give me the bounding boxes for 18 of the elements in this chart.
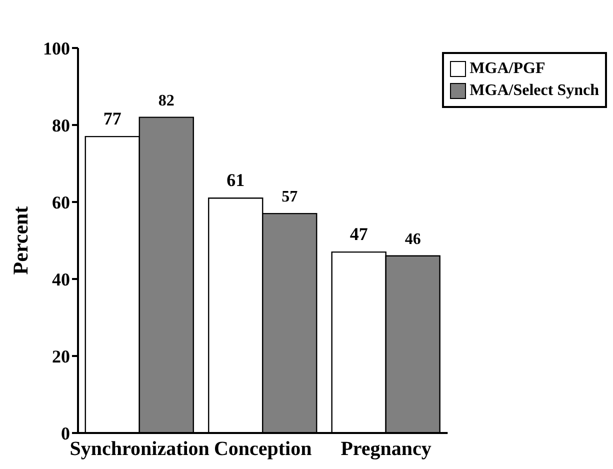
x-tick-label: Conception xyxy=(214,438,312,460)
data-label: 77 xyxy=(103,108,122,129)
legend-label: MGA/PGF xyxy=(470,60,546,78)
data-label: 57 xyxy=(282,188,298,206)
data-label: 82 xyxy=(158,92,174,110)
data-label: 46 xyxy=(404,230,421,248)
y-tick-label: 100 xyxy=(43,38,70,58)
data-label: 47 xyxy=(350,224,368,244)
y-tick-label: 20 xyxy=(52,346,70,366)
legend-label: MGA/Select Synch xyxy=(470,82,599,100)
y-tick-label: 0 xyxy=(61,423,70,444)
y-tick-label: 80 xyxy=(52,115,70,136)
y-axis-title: Percent xyxy=(8,206,32,275)
y-tick-label: 60 xyxy=(52,192,70,212)
y-tick-label: 40 xyxy=(52,269,70,290)
x-tick-label: Pregnancy xyxy=(340,438,432,460)
data-label: 61 xyxy=(226,170,245,190)
x-tick-label: Synchronization xyxy=(70,438,210,460)
